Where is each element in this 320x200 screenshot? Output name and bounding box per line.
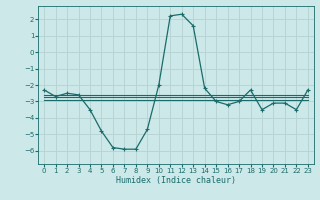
X-axis label: Humidex (Indice chaleur): Humidex (Indice chaleur) bbox=[116, 176, 236, 185]
